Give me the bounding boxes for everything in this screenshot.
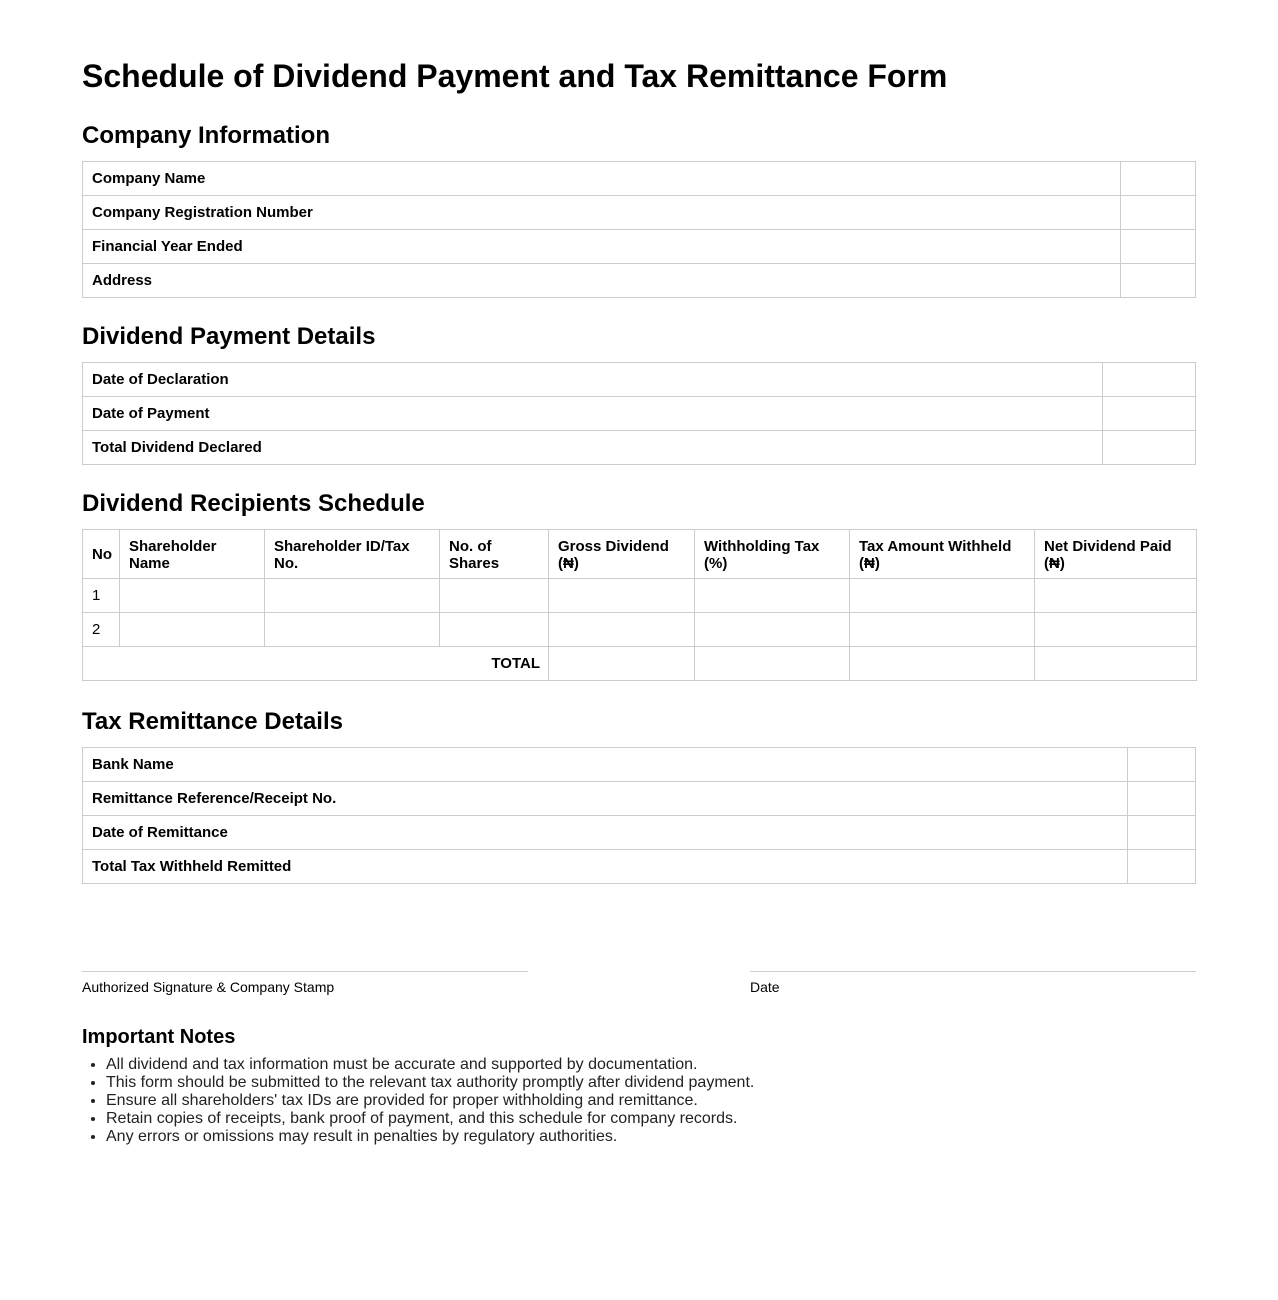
cell[interactable] (849, 612, 1035, 647)
remittance-heading: Tax Remittance Details (82, 708, 343, 735)
cell[interactable] (439, 578, 549, 613)
value-cell[interactable] (1120, 263, 1196, 298)
col-header: No. of Shares (439, 529, 549, 579)
note-item: Retain copies of receipts, bank proof of… (106, 1110, 754, 1128)
company-heading: Company Information (82, 122, 331, 149)
value-cell[interactable] (1127, 815, 1196, 850)
row-label: Remittance Reference/Receipt No. (82, 781, 1128, 816)
col-header: Net Dividend Paid (₦) (1034, 529, 1197, 579)
row-label: Bank Name (82, 747, 1128, 782)
col-header: Shareholder Name (119, 529, 265, 579)
remittance-table: Bank Name Remittance Reference/Receipt N… (82, 747, 1196, 884)
value-cell[interactable] (1102, 362, 1196, 397)
cell[interactable] (1034, 578, 1197, 613)
value-cell[interactable] (1120, 161, 1196, 196)
company-table: Company Name Company Registration Number… (82, 161, 1196, 298)
col-header: Withholding Tax (%) (694, 529, 850, 579)
col-header: Gross Dividend (₦) (548, 529, 695, 579)
row-label: Financial Year Ended (82, 229, 1121, 264)
row-label: Date of Payment (82, 396, 1103, 431)
row-label: Company Registration Number (82, 195, 1121, 230)
row-label: Total Dividend Declared (82, 430, 1103, 465)
note-item: Ensure all shareholders' tax IDs are pro… (106, 1092, 754, 1110)
row-label: Date of Remittance (82, 815, 1128, 850)
notes-heading: Important Notes (82, 1026, 236, 1048)
value-cell[interactable] (1127, 781, 1196, 816)
cell[interactable] (1034, 646, 1197, 681)
schedule-heading: Dividend Recipients Schedule (82, 490, 425, 517)
cell[interactable] (439, 612, 549, 647)
cell[interactable] (694, 578, 850, 613)
row-number: 2 (82, 612, 120, 647)
total-label: TOTAL (82, 646, 549, 681)
cell[interactable] (548, 578, 695, 613)
page-title: Schedule of Dividend Payment and Tax Rem… (82, 58, 948, 94)
date-line: Date (750, 971, 1196, 995)
col-header: No (82, 529, 120, 579)
cell[interactable] (548, 612, 695, 647)
value-cell[interactable] (1120, 195, 1196, 230)
cell[interactable] (548, 646, 695, 681)
cell[interactable] (264, 578, 440, 613)
table-row: 2 (82, 612, 1197, 647)
cell[interactable] (119, 578, 265, 613)
row-label: Total Tax Withheld Remitted (82, 849, 1128, 884)
row-label: Company Name (82, 161, 1121, 196)
cell[interactable] (694, 612, 850, 647)
dividend-heading: Dividend Payment Details (82, 323, 376, 350)
value-cell[interactable] (1102, 430, 1196, 465)
signature-line: Authorized Signature & Company Stamp (82, 971, 528, 995)
note-item: This form should be submitted to the rel… (106, 1074, 754, 1092)
value-cell[interactable] (1127, 849, 1196, 884)
cell[interactable] (1034, 612, 1197, 647)
row-number: 1 (82, 578, 120, 613)
total-row: TOTAL (82, 646, 1197, 681)
schedule-table: No Shareholder Name Shareholder ID/Tax N… (82, 529, 1197, 681)
col-header: Shareholder ID/Tax No. (264, 529, 440, 579)
cell[interactable] (694, 646, 850, 681)
value-cell[interactable] (1127, 747, 1196, 782)
cell[interactable] (849, 578, 1035, 613)
table-row: 1 (82, 578, 1197, 613)
cell[interactable] (849, 646, 1035, 681)
notes-list: All dividend and tax information must be… (82, 1056, 754, 1146)
cell[interactable] (119, 612, 265, 647)
col-header: Tax Amount Withheld (₦) (849, 529, 1035, 579)
row-label: Date of Declaration (82, 362, 1103, 397)
row-label: Address (82, 263, 1121, 298)
value-cell[interactable] (1120, 229, 1196, 264)
cell[interactable] (264, 612, 440, 647)
note-item: All dividend and tax information must be… (106, 1056, 754, 1074)
note-item: Any errors or omissions may result in pe… (106, 1128, 754, 1146)
dividend-table: Date of Declaration Date of Payment Tota… (82, 362, 1196, 465)
value-cell[interactable] (1102, 396, 1196, 431)
